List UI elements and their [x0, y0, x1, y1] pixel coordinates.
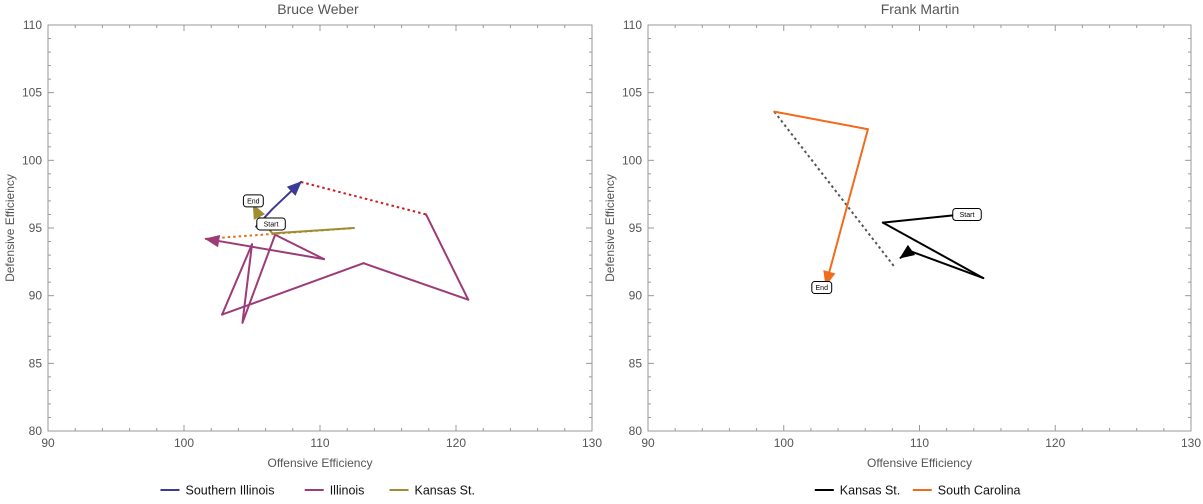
chart-panel: Bruce Weber 90 100 110 120 130 80 85 90 95 100 105 1… [3, 1, 602, 498]
plot-frame [47, 24, 593, 432]
series-segment [204, 237, 326, 261]
series-segment [908, 250, 985, 280]
legend-label: Southern Illinois [186, 484, 275, 498]
x-tick-label: 130 [582, 436, 602, 450]
annotation-label: Start [960, 212, 975, 219]
y-tick-label: 80 [29, 424, 43, 438]
legend-label: Kansas St. [415, 484, 475, 498]
chart-title: Bruce Weber [277, 1, 359, 17]
series-segment [241, 243, 253, 324]
annotation-box [952, 207, 982, 221]
annotation-label: End [816, 285, 829, 292]
x-axis-title: Offensive Efficiency [268, 456, 373, 470]
plot-frame [647, 24, 1192, 432]
series-segment [425, 213, 470, 301]
annotation-box [256, 217, 286, 231]
x-tick-label: 110 [910, 436, 929, 450]
y-tick-label: 85 [629, 356, 643, 370]
series-segment [824, 128, 869, 286]
x-tick-label: 120 [1045, 436, 1065, 450]
y-tick-label: 85 [29, 356, 43, 370]
y-axis-title: Defensive Efficiency [3, 174, 17, 282]
series-arrowhead [252, 203, 266, 220]
series-segment [221, 243, 253, 316]
legend-label: Kansas St. [840, 484, 900, 498]
transition-line [300, 181, 427, 216]
series-segment [773, 110, 869, 131]
y-tick-label: 90 [29, 289, 43, 303]
series-segment [881, 221, 985, 280]
y-tick-label: 105 [622, 86, 642, 100]
x-tick-label: 100 [174, 436, 194, 450]
series-segment [274, 233, 326, 261]
series-arrowhead [899, 244, 916, 259]
y-tick-label: 90 [629, 289, 643, 303]
x-tick-label: 100 [774, 436, 794, 450]
y-tick-label: 95 [29, 221, 43, 235]
x-axis-title: Offensive Efficiency [867, 456, 972, 470]
x-tick-label: 90 [641, 436, 655, 450]
y-tick-label: 80 [629, 424, 643, 438]
transition-line [773, 111, 895, 267]
legend-label: Illinois [330, 484, 365, 498]
annotation-box [811, 281, 833, 295]
series-arrowhead [286, 181, 302, 196]
chart-title: Frank Martin [881, 1, 960, 17]
annotation-box [242, 194, 264, 208]
y-tick-label: 100 [22, 153, 42, 167]
x-tick-label: 90 [41, 436, 55, 450]
y-tick-label: 110 [623, 18, 642, 32]
x-tick-label: 110 [310, 436, 329, 450]
series-segment [221, 262, 365, 316]
x-tick-label: 120 [446, 436, 466, 450]
annotation-label: End [247, 198, 260, 205]
legend-label: South Carolina [938, 484, 1021, 498]
series-segment [881, 213, 963, 224]
y-tick-label: 95 [629, 221, 643, 235]
y-tick-label: 105 [22, 86, 42, 100]
series-segment [362, 262, 470, 301]
annotation-label: Start [264, 221, 279, 228]
y-axis-title: Defensive Efficiency [603, 174, 617, 282]
y-tick-label: 110 [23, 18, 42, 32]
series-arrowhead [204, 234, 221, 248]
chart-panel: Frank Martin 90 100 110 120 130 80 85 90 95 100 105… [603, 1, 1201, 498]
x-tick-label: 130 [1181, 436, 1201, 450]
y-tick-label: 100 [622, 153, 642, 167]
series-segment [271, 227, 355, 235]
